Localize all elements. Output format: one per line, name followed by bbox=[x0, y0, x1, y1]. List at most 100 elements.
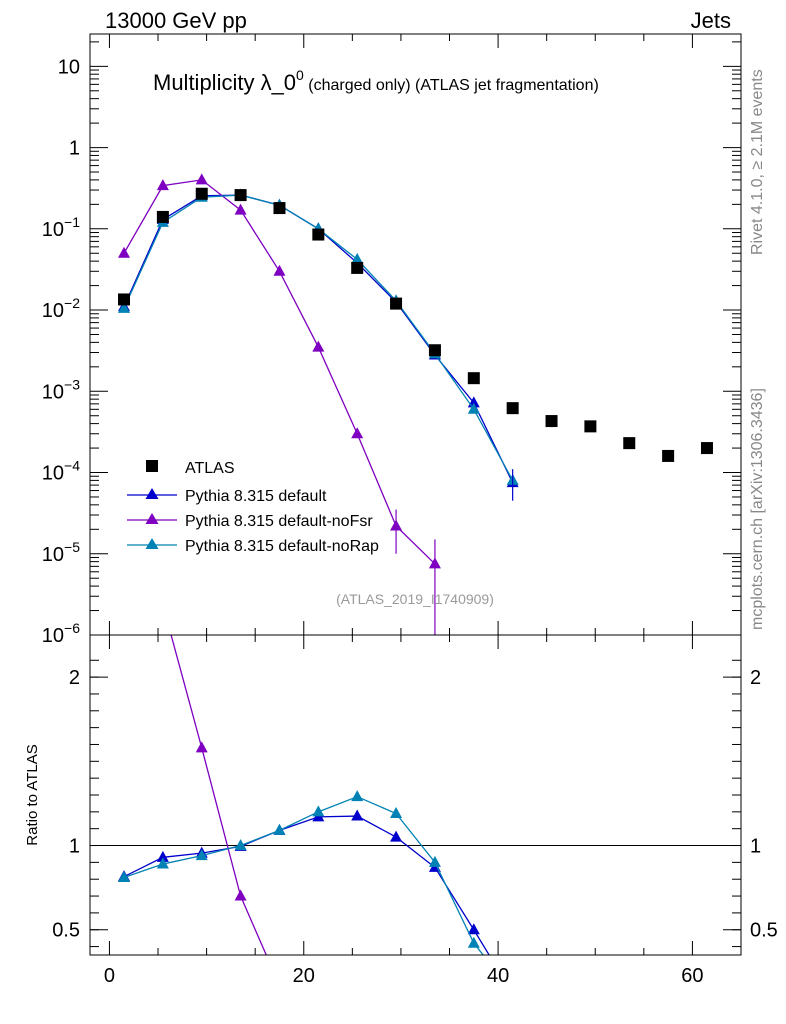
atlas-data-point bbox=[156, 210, 169, 223]
upper-tick-label-exponent: −2 bbox=[64, 295, 80, 311]
atlas-data-point bbox=[506, 402, 519, 415]
legend-marker-nofsr bbox=[145, 513, 159, 524]
legend: ATLAS Pythia 8.315 default Pythia 8.315 … bbox=[127, 460, 379, 555]
ratio-tick-label-right: 0.5 bbox=[750, 920, 778, 942]
ratio-series-point-0 bbox=[507, 987, 519, 998]
ratio-series-point-1 bbox=[234, 889, 247, 901]
ratio-panel-series bbox=[118, 384, 519, 1018]
ratio-series-point-1 bbox=[312, 1001, 324, 1012]
upper-series-point-2 bbox=[467, 402, 480, 414]
upper-series-line-1 bbox=[123, 179, 436, 565]
ratio-series-point-2 bbox=[507, 986, 519, 997]
upper-panel-series bbox=[118, 173, 519, 635]
upper-series-point-1 bbox=[195, 173, 208, 185]
plot-title-superscript: 0 bbox=[296, 67, 304, 83]
upper-tick-label: 10 bbox=[58, 56, 80, 78]
upper-tick-label: 10−5 bbox=[42, 539, 80, 566]
atlas-data-point bbox=[195, 187, 208, 200]
upper-tick-label-exponent: −1 bbox=[64, 214, 80, 230]
ratio-series-point-0 bbox=[156, 850, 169, 862]
upper-tick-label-base: 1 bbox=[69, 138, 80, 160]
upper-series-point-1 bbox=[156, 179, 169, 191]
header-right-label: Jets bbox=[691, 8, 731, 33]
upper-tick-label-base: 10 bbox=[42, 219, 64, 241]
ratio-tick-label-right: 2 bbox=[750, 667, 761, 689]
ratio-series-point-2 bbox=[390, 807, 403, 819]
ratio-panel-frame bbox=[89, 634, 742, 956]
ratio-series-point-1 bbox=[390, 1007, 402, 1018]
ratio-series-point-1 bbox=[118, 384, 130, 395]
ratio-tick-label-left: 2 bbox=[69, 667, 80, 689]
ratio-series-line-1 bbox=[170, 635, 267, 955]
atlas-data-point bbox=[351, 261, 364, 274]
atlas-data-point bbox=[662, 449, 675, 462]
ratio-series-point-1 bbox=[273, 979, 285, 990]
legend-label-atlas: ATLAS bbox=[185, 460, 235, 477]
upper-tick-label-base: 10 bbox=[42, 300, 64, 322]
upper-tick-label: 10−4 bbox=[42, 458, 80, 485]
legend-label-nofsr: Pythia 8.315 default-noFsr bbox=[185, 513, 373, 530]
atlas-data-point bbox=[623, 437, 636, 450]
ratio-series-point-1 bbox=[195, 741, 208, 753]
header-left-label: 13000 GeV pp bbox=[105, 8, 247, 33]
atlas-data-point bbox=[273, 202, 286, 215]
ratio-series-point-1 bbox=[429, 1007, 441, 1018]
x-tick-label: 60 bbox=[681, 965, 703, 987]
ratio-series-line-0 bbox=[123, 815, 490, 955]
ratio-series-point-2 bbox=[156, 857, 169, 869]
upper-tick-label-exponent: −4 bbox=[64, 458, 80, 474]
upper-tick-label: 10−3 bbox=[42, 376, 80, 403]
legend-label-default: Pythia 8.315 default bbox=[185, 488, 327, 505]
ratio-series-point-2 bbox=[118, 871, 131, 883]
ratio-series-point-2 bbox=[428, 855, 441, 867]
upper-series-point-1 bbox=[351, 427, 364, 439]
mcplots-label: mcplots.cern.ch [arXiv:1306.3436] bbox=[749, 388, 766, 630]
upper-tick-label-exponent: −5 bbox=[64, 539, 80, 555]
analysis-id-label: (ATLAS_2019_I1740909) bbox=[336, 591, 494, 607]
ratio-series-point-2 bbox=[195, 849, 208, 861]
atlas-data-point bbox=[234, 189, 247, 202]
x-tick-label: 20 bbox=[293, 965, 315, 987]
ratio-tick-label-right: 1 bbox=[750, 836, 761, 858]
ratio-tick-label-left: 0.5 bbox=[52, 920, 80, 942]
upper-tick-label-exponent: −6 bbox=[64, 620, 80, 636]
upper-tick-label-base: 10 bbox=[58, 56, 80, 78]
atlas-data-point bbox=[584, 420, 597, 433]
legend-marker-atlas bbox=[146, 460, 158, 472]
plot-title-subtitle: (charged only) (ATLAS jet fragmentation) bbox=[304, 77, 599, 94]
atlas-data-point bbox=[700, 442, 713, 455]
legend-marker-default bbox=[145, 488, 159, 499]
x-tick-label: 0 bbox=[104, 965, 115, 987]
upper-series-point-2 bbox=[118, 301, 131, 313]
ratio-series-line-2 bbox=[123, 795, 485, 955]
upper-tick-label-base: 10 bbox=[42, 381, 64, 403]
atlas-data-point bbox=[312, 228, 325, 241]
upper-panel-atlas-points bbox=[118, 187, 713, 462]
upper-series-point-1 bbox=[273, 264, 286, 276]
ratio-series-point-2 bbox=[234, 839, 247, 851]
upper-tick-label: 1 bbox=[69, 138, 80, 160]
ratio-axis-ticks: 2 2 1 1 0.5 0.5 0 20 40 60 bbox=[52, 34, 778, 987]
upper-series-point-1 bbox=[234, 203, 247, 215]
atlas-data-point bbox=[390, 297, 403, 310]
ratio-series-point-1 bbox=[351, 1006, 363, 1017]
ratio-series-point-0 bbox=[467, 923, 480, 935]
upper-series-point-2 bbox=[351, 252, 364, 264]
plot-title: Multiplicity λ_00 (charged only) (ATLAS … bbox=[153, 67, 599, 95]
atlas-data-point bbox=[467, 372, 480, 385]
ratio-y-axis-label: Ratio to ATLAS bbox=[24, 744, 41, 845]
upper-series-point-1 bbox=[118, 246, 131, 258]
ratio-series-point-0 bbox=[351, 809, 364, 821]
upper-tick-label: 10−1 bbox=[42, 214, 80, 241]
ratio-series-point-2 bbox=[273, 823, 286, 835]
rivet-version-label: Rivet 4.1.0, ≥ 2.1M events bbox=[749, 69, 766, 255]
upper-tick-label-base: 10 bbox=[42, 544, 64, 566]
upper-tick-label-base: 10 bbox=[42, 625, 64, 647]
upper-tick-label-base: 10 bbox=[42, 463, 64, 485]
atlas-data-point bbox=[118, 293, 131, 306]
ratio-tick-label-left: 1 bbox=[69, 836, 80, 858]
atlas-data-point bbox=[545, 415, 558, 428]
x-tick-label: 40 bbox=[487, 965, 509, 987]
